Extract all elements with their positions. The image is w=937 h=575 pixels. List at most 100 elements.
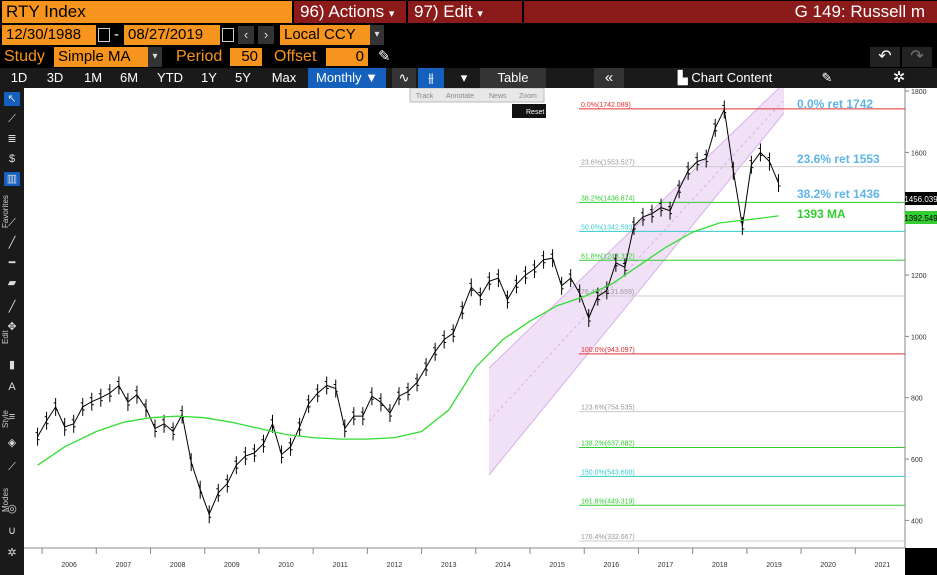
- ma-price-tag: [905, 211, 937, 224]
- crosshair-icon[interactable]: ◎: [7, 503, 17, 515]
- popup-track[interactable]: Track: [416, 93, 434, 100]
- x-tick-label: 2020: [820, 562, 836, 569]
- ray-icon[interactable]: ╱: [8, 237, 16, 249]
- x-tick-label: 2014: [495, 562, 511, 569]
- annotation-0: 0.0% ret 1742: [797, 97, 873, 111]
- color-icon[interactable]: ◈: [7, 437, 17, 449]
- range-max[interactable]: Max: [271, 70, 297, 85]
- collapse-icon[interactable]: «: [594, 68, 624, 88]
- line-style-icon[interactable]: ≡: [8, 411, 16, 423]
- currency-field[interactable]: Local CCY: [280, 25, 370, 45]
- line-tool-icon[interactable]: ╱: [8, 301, 16, 313]
- study-label: Study: [4, 48, 45, 65]
- ma-price-text: 1392.549: [904, 214, 937, 223]
- frequency-select[interactable]: Monthly ▼: [308, 68, 386, 88]
- y-tick-label: 400: [911, 518, 923, 525]
- y-tick-label: 1000: [911, 334, 927, 341]
- y-tick-label: 1800: [911, 89, 927, 96]
- fib-label: 161.8%(449.319): [581, 498, 635, 505]
- period-value: 50: [241, 48, 258, 65]
- delete-icon[interactable]: ▮: [8, 359, 16, 371]
- range-1y[interactable]: 1Y: [201, 70, 217, 85]
- bar-chart-icon[interactable]: ⫵: [418, 68, 444, 88]
- study-dropdown-icon[interactable]: ▾: [148, 47, 162, 67]
- moving-average-line: [37, 215, 779, 466]
- x-tick-label: 2009: [224, 562, 240, 569]
- x-axis-panel: [24, 548, 905, 575]
- x-tick-label: 2017: [658, 562, 674, 569]
- edit-label: 97) Edit: [414, 2, 473, 21]
- annotation-382: 38.2% ret 1436: [797, 187, 880, 201]
- reset-button[interactable]: [512, 104, 546, 118]
- sidebar-settings-icon[interactable]: ✲: [7, 547, 17, 559]
- chart-content-icon: ▙: [677, 70, 692, 85]
- offset-input[interactable]: 0: [326, 48, 368, 66]
- brush-icon[interactable]: ⟋: [8, 217, 16, 229]
- range-1m[interactable]: 1M: [83, 70, 103, 85]
- prev-period-button[interactable]: ‹: [238, 26, 254, 44]
- magnet-icon[interactable]: ∪: [7, 525, 17, 537]
- price-tool-icon[interactable]: $: [8, 153, 16, 165]
- ticker-field[interactable]: RTY Index: [2, 1, 292, 23]
- line-chart-icon[interactable]: ∿: [392, 68, 416, 88]
- fib-label: 123.6%(754.535): [581, 405, 635, 412]
- table-button[interactable]: Table: [480, 68, 546, 88]
- settings-gear-icon[interactable]: ✲: [884, 68, 914, 88]
- range-3d[interactable]: 3D: [46, 70, 64, 85]
- trendline-icon[interactable]: ⟋: [8, 113, 16, 125]
- x-tick-label: 2021: [875, 562, 891, 569]
- ticker-text: RTY Index: [6, 2, 86, 21]
- range-1d[interactable]: 1D: [10, 70, 28, 85]
- redo-icon[interactable]: ↷: [902, 47, 932, 67]
- edit-menu[interactable]: 97) Edit ▾: [408, 1, 522, 23]
- chart-type-dropdown-icon[interactable]: ▾: [452, 68, 476, 88]
- calendar-icon[interactable]: [222, 28, 234, 42]
- range-5y[interactable]: 5Y: [235, 70, 251, 85]
- range-ytd[interactable]: YTD: [157, 70, 183, 85]
- fib-label: 176.4%(332.667): [581, 534, 635, 541]
- regression-channel: [489, 88, 784, 475]
- edit-chart-icon[interactable]: ✎: [814, 68, 840, 88]
- popup-reset[interactable]: Reset: [526, 109, 544, 116]
- axis-ticks: 4006008001000120014001600180020062007200…: [41, 89, 927, 569]
- fib-tool-icon[interactable]: ≣: [7, 133, 17, 145]
- channel-tool-icon[interactable]: ▥: [4, 172, 20, 186]
- offset-value: 0: [355, 48, 364, 65]
- calendar-icon[interactable]: [98, 28, 110, 42]
- eraser-icon[interactable]: ▰: [7, 277, 17, 289]
- actions-label: 96) Actions: [300, 2, 385, 21]
- start-date-field[interactable]: 12/30/1988: [2, 25, 96, 45]
- undo-icon[interactable]: ↶: [870, 47, 900, 67]
- last-price-text: 1456.039: [904, 195, 937, 204]
- period-label: Period: [176, 48, 223, 65]
- popup-news[interactable]: News: [489, 93, 507, 100]
- range-toolbar: 1D 3D 1M 6M YTD 1Y 5Y Max Monthly ▼ ∿ ⫵ …: [0, 68, 937, 88]
- annotation-ma: 1393 MA: [797, 207, 846, 221]
- cursor-icon[interactable]: ↖: [4, 92, 20, 106]
- chart-content-button[interactable]: ▙ Chart Content: [640, 68, 810, 88]
- actions-menu[interactable]: 96) Actions ▾: [294, 1, 406, 23]
- range-6m[interactable]: 6M: [119, 70, 139, 85]
- next-period-button[interactable]: ›: [258, 26, 274, 44]
- popup-zoom[interactable]: Zoom: [519, 93, 537, 100]
- y-tick-label: 800: [911, 396, 923, 403]
- price-chart[interactable]: 0.0%(1742.089) 23.6%(1553.527) 38.2%(1436.…: [24, 88, 937, 575]
- period-input[interactable]: 50: [230, 48, 262, 66]
- pencil-icon[interactable]: ✎: [378, 48, 391, 65]
- currency-text: Local CCY: [284, 26, 356, 43]
- end-date-field[interactable]: 08/27/2019: [124, 25, 220, 45]
- fib-label: 23.6%(1553.527): [581, 160, 635, 167]
- pen-icon[interactable]: ⟋: [8, 461, 16, 473]
- move-icon[interactable]: ✥: [7, 321, 17, 333]
- date-separator: -: [114, 26, 119, 43]
- hline-icon[interactable]: ━: [8, 257, 16, 269]
- study-select[interactable]: Simple MA: [54, 47, 148, 67]
- caret-icon: ▾: [388, 8, 395, 20]
- tool-popup: Track Annotate News Zoom Reset: [409, 88, 546, 118]
- title-bar: G 149: Russell m: [524, 1, 937, 23]
- currency-dropdown-icon[interactable]: ▾: [370, 25, 384, 45]
- edit-section-label: Edit: [1, 330, 10, 344]
- text-style-icon[interactable]: A: [8, 381, 16, 393]
- popup-annotate[interactable]: Annotate: [446, 93, 474, 100]
- x-tick-label: 2019: [766, 562, 782, 569]
